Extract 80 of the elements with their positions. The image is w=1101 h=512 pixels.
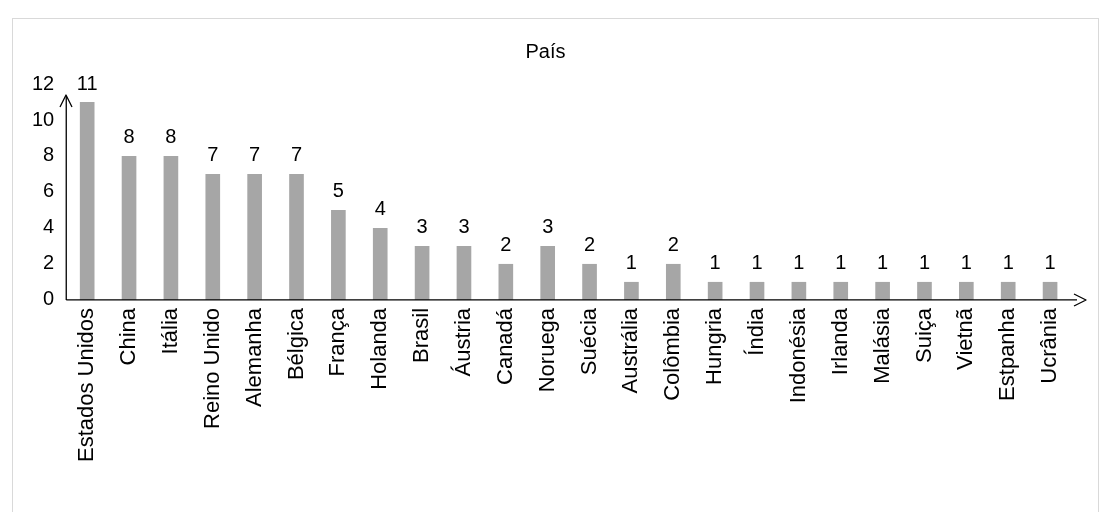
data-label: 7 — [249, 143, 261, 166]
x-tick-label: Áustria — [450, 307, 476, 377]
y-tick-label: 10 — [32, 107, 55, 130]
y-tick-label: 12 — [32, 71, 55, 94]
x-tick-label: China — [115, 307, 141, 366]
chart-title: País — [525, 39, 566, 62]
x-tick-label: Suécia — [575, 307, 601, 376]
x-tick-label: Vietnã — [952, 307, 978, 370]
x-tick-label: Canadá — [491, 307, 517, 385]
data-label: 1 — [918, 251, 931, 274]
bar — [331, 209, 346, 300]
bar — [121, 155, 137, 300]
bar — [833, 281, 849, 300]
data-label: 1 — [1044, 251, 1056, 274]
x-tick-label: Brasil — [408, 307, 434, 363]
x-tick-label: Irlanda — [826, 307, 852, 376]
data-label: 1 — [793, 251, 805, 274]
x-tick-label: Noruega — [533, 307, 559, 393]
bar — [289, 173, 304, 300]
bar — [707, 281, 723, 300]
x-tick-label: Hungria — [701, 307, 727, 385]
bar — [791, 281, 807, 300]
bar — [582, 263, 597, 300]
x-tick-label: Suiça — [910, 307, 936, 363]
data-label: 7 — [290, 143, 303, 166]
bar — [163, 155, 179, 300]
bar — [959, 281, 974, 300]
data-label: 1 — [625, 251, 637, 274]
data-label: 1 — [1002, 251, 1014, 274]
bar — [665, 263, 681, 300]
bar — [79, 101, 95, 300]
x-tick-label: Malásia — [868, 307, 894, 384]
y-tick-label: 6 — [43, 179, 55, 202]
data-label: 2 — [583, 233, 596, 256]
bar — [917, 281, 932, 300]
data-label: 7 — [207, 143, 219, 166]
x-tick-label: Colômbia — [659, 307, 685, 401]
x-tick-label: Ucrânia — [1036, 307, 1062, 384]
bar — [456, 245, 472, 300]
data-label: 5 — [332, 179, 344, 202]
bar — [540, 245, 556, 300]
data-label: 3 — [458, 215, 470, 238]
bar — [372, 227, 388, 300]
data-label: 8 — [165, 125, 177, 148]
data-label: 3 — [542, 215, 554, 238]
data-label: 3 — [416, 215, 428, 238]
y-tick-label: 2 — [43, 251, 55, 274]
x-tick-label: Índia — [743, 307, 769, 356]
data-label: 1 — [709, 251, 721, 274]
data-label: 1 — [960, 251, 972, 274]
y-tick-label: 4 — [43, 215, 55, 238]
x-tick-label: Estados Unidos — [73, 307, 99, 463]
x-tick-label: Itália — [156, 307, 182, 355]
data-label: 11 — [76, 71, 98, 94]
x-tick-label: Alemanha — [240, 307, 266, 407]
data-label: 2 — [500, 233, 512, 256]
bar — [624, 281, 639, 300]
bar — [875, 281, 890, 300]
x-tick-label: Reino Unido — [198, 307, 224, 429]
bar — [1042, 281, 1058, 300]
data-label: 1 — [835, 251, 847, 274]
bar — [1000, 281, 1016, 300]
data-label: 1 — [877, 251, 889, 274]
bar — [749, 281, 765, 300]
data-label: 2 — [667, 233, 679, 256]
x-tick-label: França — [324, 307, 350, 377]
bar — [414, 245, 430, 300]
data-label: 8 — [123, 125, 135, 148]
bar — [498, 263, 514, 300]
x-tick-label: Austrália — [617, 307, 643, 394]
x-tick-label: Indonésia — [784, 307, 810, 404]
x-tick-label: Bélgica — [282, 307, 308, 381]
data-label: 4 — [374, 197, 386, 220]
data-label: 1 — [751, 251, 763, 274]
x-tick-label: Estpanha — [994, 307, 1020, 401]
x-tick-label: Holanda — [366, 307, 392, 390]
y-tick-label: 8 — [43, 143, 55, 166]
bar — [247, 173, 262, 300]
y-tick-label: 0 — [43, 287, 55, 310]
bar — [205, 173, 221, 300]
